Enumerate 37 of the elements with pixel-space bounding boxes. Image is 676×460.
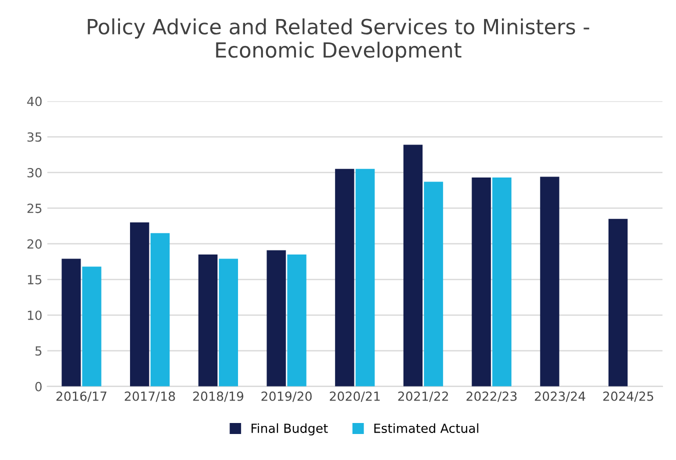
x-tick-label: 2019/20 (262, 391, 312, 402)
x-tick-label: 2024/25 (603, 391, 654, 402)
bar (218, 258, 238, 386)
bar (492, 177, 512, 386)
y-tick-label: 10 (28, 310, 42, 320)
x-tick-label: 2017/18 (124, 391, 175, 402)
bar (150, 233, 170, 386)
x-tick-label: 2016/17 (56, 391, 106, 402)
legend-label: Estimated Actual (374, 423, 478, 433)
x-tick-label: 2018/19 (193, 391, 244, 402)
y-tick-label: 25 (27, 204, 42, 214)
y-tick-label: 30 (28, 168, 42, 178)
bar (287, 254, 306, 386)
y-tick-label: 0 (35, 382, 42, 392)
x-tick-label: 2022/23 (466, 391, 517, 402)
bar (608, 218, 628, 386)
x-tick-label: 2020/21 (330, 391, 380, 402)
bar (130, 222, 150, 386)
y-tick-label: 15 (28, 275, 42, 284)
y-tick-label: 5 (35, 346, 42, 356)
bar (356, 168, 375, 386)
chart-title: Policy Advice and Related Services to Ministers - Economic Development (88, 18, 590, 62)
bar (335, 168, 354, 386)
y-tick-label: 20 (27, 239, 42, 249)
y-tick-label: 35 (28, 132, 42, 142)
bar (472, 177, 491, 386)
bar (424, 182, 444, 386)
bar (540, 176, 560, 386)
bar (198, 254, 218, 386)
bar (266, 250, 286, 386)
bar (82, 266, 102, 386)
bar (62, 258, 81, 386)
x-tick-label: 2023/24 (534, 391, 586, 402)
legend-label: Final Budget (252, 423, 328, 436)
bar (403, 144, 423, 386)
y-tick-label: 40 (27, 96, 42, 106)
x-tick-label: 2021/22 (398, 391, 448, 402)
